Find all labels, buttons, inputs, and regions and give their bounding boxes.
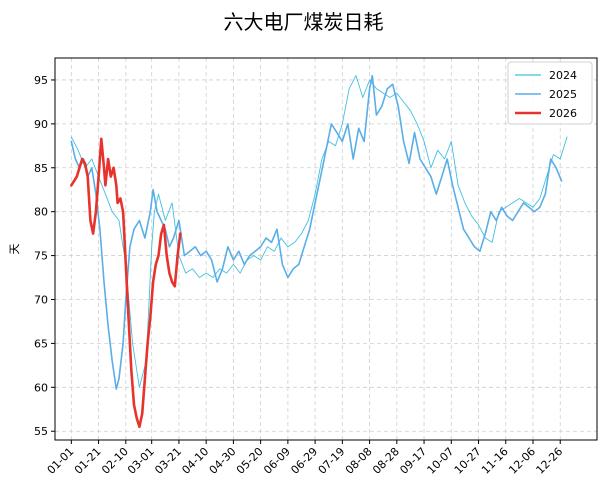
- x-tick-label: 08-08: [343, 445, 375, 477]
- x-tick-label: 08-28: [370, 445, 402, 477]
- series-layer: [70, 74, 568, 429]
- x-tick-label: 10-07: [425, 445, 457, 477]
- x-tick-label: 04-30: [207, 445, 239, 477]
- x-tick-label: 10-27: [452, 445, 484, 477]
- x-tick-label: 01-01: [45, 445, 77, 477]
- series-line-2025: [70, 74, 563, 390]
- x-tick-label: 06-09: [261, 445, 293, 477]
- legend-label-2025: 2025: [549, 88, 577, 101]
- x-tick-label: 11-16: [479, 445, 511, 477]
- plot-frame: [54, 57, 598, 441]
- x-tick-label: 03-21: [152, 445, 184, 477]
- legend: 2024 2025 2026: [507, 61, 593, 125]
- y-tick-label: 90: [34, 118, 48, 131]
- chart-title: 六大电厂煤炭日耗: [223, 10, 384, 34]
- y-axis-label: 天: [8, 244, 21, 255]
- x-tick-label: 12-06: [506, 445, 538, 477]
- x-tick-label: 12-26: [534, 445, 566, 477]
- x-axis-ticks: 01-0101-2102-1003-0103-2104-1004-3005-20…: [45, 440, 566, 477]
- x-tick-label: 02-10: [99, 445, 131, 477]
- y-tick-label: 75: [34, 250, 48, 263]
- y-tick-label: 85: [34, 162, 48, 175]
- y-tick-label: 80: [34, 206, 48, 219]
- y-tick-label: 60: [34, 381, 48, 394]
- x-tick-label: 09-17: [397, 445, 429, 477]
- x-tick-label: 06-29: [288, 445, 320, 477]
- x-tick-label: 05-20: [234, 445, 266, 477]
- series-line-2024: [70, 75, 568, 388]
- y-tick-label: 70: [34, 293, 48, 306]
- grid-layer: [55, 58, 597, 440]
- legend-box: [507, 61, 593, 125]
- y-axis-ticks: 55 60 65 70 75 80 85 90 95: [34, 74, 55, 438]
- y-tick-label: 65: [34, 337, 48, 350]
- series-line-2026: [70, 137, 182, 429]
- x-tick-label: 03-01: [125, 445, 157, 477]
- legend-label-2024: 2024: [549, 69, 577, 82]
- y-tick-label: 55: [34, 425, 48, 438]
- x-tick-label: 07-19: [316, 445, 348, 477]
- y-tick-label: 95: [34, 74, 48, 87]
- x-tick-label: 04-10: [179, 445, 211, 477]
- legend-label-2026: 2026: [549, 107, 577, 120]
- x-tick-label: 01-21: [72, 445, 104, 477]
